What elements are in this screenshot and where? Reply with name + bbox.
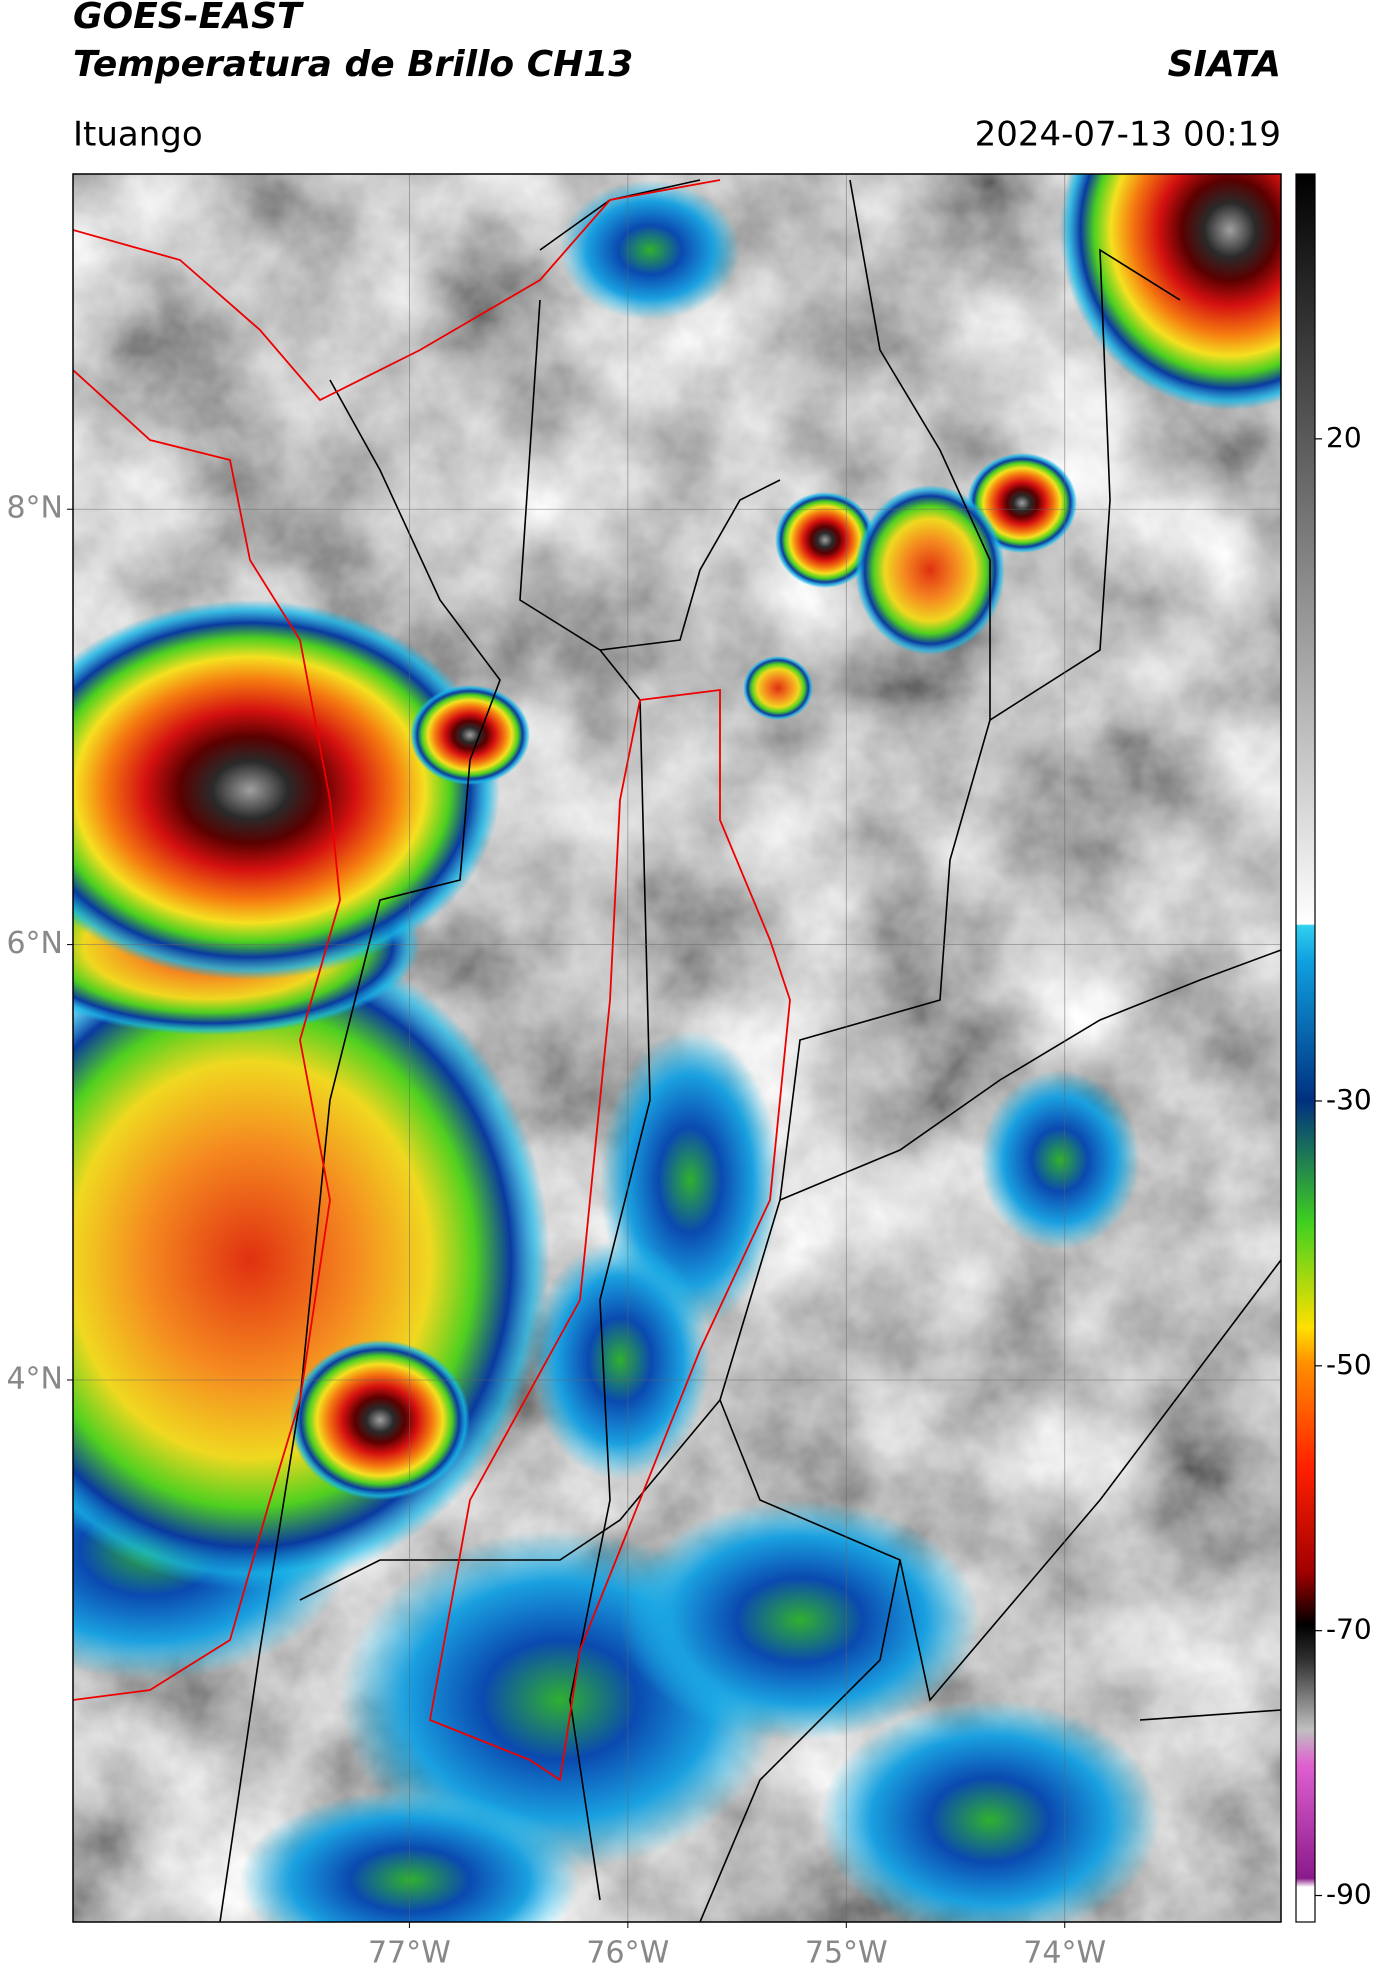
storm bbox=[743, 656, 813, 720]
border bbox=[779, 949, 1281, 1201]
colorbar-tick-label: -50 bbox=[1326, 1348, 1372, 1381]
cloud-cold bbox=[980, 1070, 1140, 1250]
border bbox=[219, 379, 501, 1922]
lon-tick-label: 75°W bbox=[805, 1936, 888, 1971]
storm bbox=[855, 485, 1005, 655]
lon-tick-label: 77°W bbox=[368, 1936, 451, 1971]
basin bbox=[428, 688, 791, 1782]
map-image bbox=[73, 174, 1281, 1922]
colorbar-tick-label: -90 bbox=[1326, 1878, 1372, 1911]
border bbox=[299, 1399, 1281, 1922]
cloud-cold bbox=[240, 1790, 580, 1922]
lat-tick-label: 4°N bbox=[6, 1361, 63, 1396]
source: SIATA bbox=[1168, 44, 1281, 85]
storm bbox=[410, 685, 530, 785]
basin-outline bbox=[73, 179, 791, 1782]
storm bbox=[775, 492, 875, 588]
lat-tick-label: 8°N bbox=[6, 491, 63, 526]
lon-tick-label: 76°W bbox=[586, 1936, 669, 1971]
colorbar-tick-label: -70 bbox=[1326, 1613, 1372, 1646]
coast-line bbox=[73, 179, 721, 402]
cloud-cold bbox=[820, 1700, 1160, 1922]
cloud-cold bbox=[530, 1240, 710, 1480]
lat-tick-label: 6°N bbox=[6, 926, 63, 961]
colorbar-tick-label: -30 bbox=[1326, 1083, 1372, 1116]
storm bbox=[73, 600, 500, 980]
title: GOES-EAST bbox=[73, 0, 304, 37]
colorbar-tick-label: 20 bbox=[1326, 421, 1362, 454]
lon-tick-label: 74°W bbox=[1023, 1936, 1106, 1971]
location: Ituango bbox=[73, 115, 203, 155]
coast-line bbox=[73, 369, 341, 1701]
colorbar bbox=[1295, 173, 1316, 1923]
storm bbox=[290, 1340, 470, 1500]
storm bbox=[1060, 174, 1281, 410]
cloud-cold bbox=[560, 180, 740, 320]
subtitle: Temperatura de Brillo CH13 bbox=[73, 44, 633, 85]
cloud-cold bbox=[620, 1500, 980, 1740]
map-frame bbox=[72, 173, 1282, 1923]
datetime: 2024-07-13 00:19 bbox=[975, 115, 1281, 155]
